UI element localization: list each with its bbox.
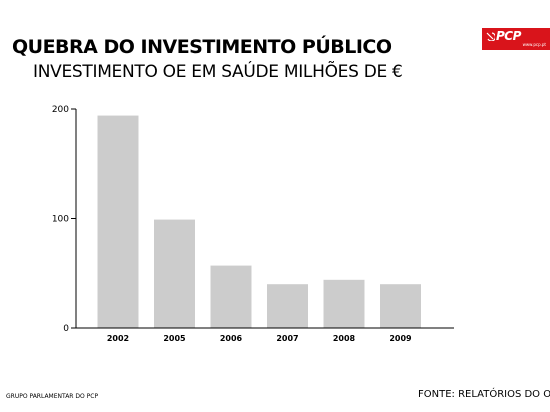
bar bbox=[210, 265, 252, 328]
logo-brand: PCP bbox=[496, 29, 521, 43]
footer-source-left: GRUPO PARLAMENTAR DO PCP bbox=[6, 393, 99, 400]
y-tick-label: 100 bbox=[52, 215, 69, 225]
pcp-logo: PCP www.pcp.pt bbox=[482, 28, 550, 50]
chart-subtitle: INVESTIMENTO OE EM SAÚDE MILHÕES DE € bbox=[33, 62, 403, 82]
bar bbox=[380, 284, 421, 328]
x-tick-label: 2006 bbox=[220, 334, 243, 343]
x-tick-label: 2008 bbox=[333, 334, 356, 343]
x-tick-label: 2009 bbox=[389, 334, 412, 343]
x-tick-label: 2002 bbox=[107, 334, 129, 343]
bar bbox=[97, 115, 139, 328]
bar bbox=[323, 279, 365, 328]
y-tick-label: 0 bbox=[63, 324, 69, 334]
bar bbox=[267, 284, 308, 328]
logo-url: www.pcp.pt bbox=[522, 42, 546, 47]
chart-title: QUEBRA DO INVESTIMENTO PÚBLICO bbox=[12, 36, 392, 58]
y-tick-label: 200 bbox=[52, 105, 69, 115]
bar bbox=[154, 219, 195, 328]
footer-source-right: FONTE: RELATÓRIOS DO OE bbox=[418, 389, 550, 400]
x-tick-label: 2007 bbox=[276, 334, 298, 343]
hammer-sickle-icon bbox=[486, 32, 495, 41]
x-tick-label: 2005 bbox=[163, 334, 186, 343]
